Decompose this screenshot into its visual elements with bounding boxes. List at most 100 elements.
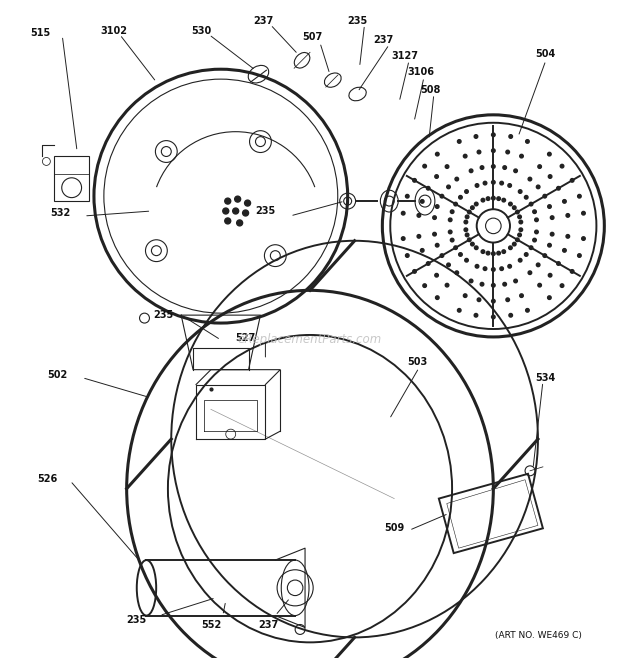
Circle shape — [525, 196, 528, 199]
Circle shape — [454, 202, 458, 206]
Circle shape — [420, 200, 424, 203]
Circle shape — [506, 150, 510, 154]
Circle shape — [518, 215, 521, 219]
Circle shape — [448, 218, 452, 221]
Circle shape — [492, 149, 495, 153]
Circle shape — [557, 262, 560, 265]
Circle shape — [543, 254, 547, 257]
Circle shape — [543, 194, 547, 198]
Circle shape — [481, 198, 485, 202]
Circle shape — [466, 233, 469, 237]
Circle shape — [232, 208, 239, 214]
Text: 526: 526 — [37, 474, 58, 484]
Circle shape — [433, 233, 436, 236]
Circle shape — [427, 186, 430, 190]
Circle shape — [401, 237, 405, 241]
Text: 527: 527 — [236, 333, 255, 343]
Circle shape — [445, 165, 449, 169]
Circle shape — [450, 239, 454, 242]
Circle shape — [547, 243, 551, 247]
Circle shape — [533, 239, 536, 242]
Circle shape — [500, 267, 503, 270]
Circle shape — [548, 175, 552, 178]
Circle shape — [526, 139, 529, 143]
Circle shape — [469, 169, 473, 173]
Circle shape — [514, 169, 517, 173]
Text: 502: 502 — [47, 369, 68, 379]
Circle shape — [435, 243, 439, 247]
Circle shape — [566, 214, 570, 217]
Circle shape — [476, 264, 479, 268]
Circle shape — [514, 279, 517, 283]
Circle shape — [500, 181, 503, 185]
Circle shape — [405, 254, 409, 257]
Circle shape — [455, 271, 459, 274]
Circle shape — [560, 165, 564, 168]
Circle shape — [467, 210, 471, 214]
Text: 534: 534 — [536, 373, 556, 383]
Circle shape — [551, 216, 554, 219]
Circle shape — [464, 228, 467, 231]
Text: 237: 237 — [373, 36, 394, 46]
Text: 237: 237 — [259, 621, 278, 631]
Circle shape — [518, 190, 522, 193]
Circle shape — [413, 178, 416, 182]
Circle shape — [516, 210, 519, 214]
Circle shape — [538, 165, 541, 169]
Circle shape — [547, 205, 551, 208]
Circle shape — [440, 194, 444, 198]
Circle shape — [492, 299, 495, 303]
Circle shape — [463, 294, 467, 297]
Circle shape — [570, 178, 574, 182]
Circle shape — [417, 214, 420, 217]
Circle shape — [237, 220, 242, 226]
Circle shape — [427, 262, 430, 265]
Circle shape — [471, 243, 474, 246]
Circle shape — [492, 180, 495, 184]
Circle shape — [582, 237, 585, 241]
Circle shape — [547, 152, 551, 156]
Circle shape — [492, 196, 495, 200]
Circle shape — [225, 218, 231, 224]
Circle shape — [534, 230, 538, 234]
Circle shape — [508, 184, 512, 187]
Circle shape — [435, 152, 439, 156]
Circle shape — [223, 208, 229, 214]
Circle shape — [454, 246, 458, 249]
Circle shape — [242, 210, 249, 216]
Circle shape — [435, 296, 439, 299]
Circle shape — [551, 233, 554, 236]
Text: 507: 507 — [302, 32, 322, 42]
Circle shape — [483, 267, 487, 270]
Circle shape — [509, 313, 513, 317]
Circle shape — [508, 264, 512, 268]
Circle shape — [578, 194, 581, 198]
Circle shape — [476, 184, 479, 187]
Circle shape — [413, 270, 416, 273]
Circle shape — [560, 284, 564, 288]
Circle shape — [245, 200, 250, 206]
Circle shape — [435, 175, 438, 178]
Circle shape — [469, 279, 473, 283]
Circle shape — [458, 309, 461, 312]
Circle shape — [464, 220, 467, 224]
Circle shape — [435, 274, 438, 277]
Text: 508: 508 — [421, 85, 441, 95]
Circle shape — [538, 284, 541, 287]
Circle shape — [477, 298, 481, 301]
Circle shape — [480, 166, 484, 169]
Text: 503: 503 — [407, 357, 427, 367]
Circle shape — [474, 202, 478, 206]
Circle shape — [448, 230, 452, 234]
Circle shape — [509, 135, 513, 138]
Circle shape — [528, 271, 532, 274]
Circle shape — [423, 165, 427, 168]
Circle shape — [465, 190, 468, 193]
Circle shape — [525, 253, 528, 256]
Circle shape — [471, 206, 474, 210]
Circle shape — [497, 197, 500, 200]
Circle shape — [563, 249, 566, 252]
Circle shape — [492, 315, 495, 319]
Circle shape — [459, 253, 463, 256]
Circle shape — [492, 284, 495, 287]
